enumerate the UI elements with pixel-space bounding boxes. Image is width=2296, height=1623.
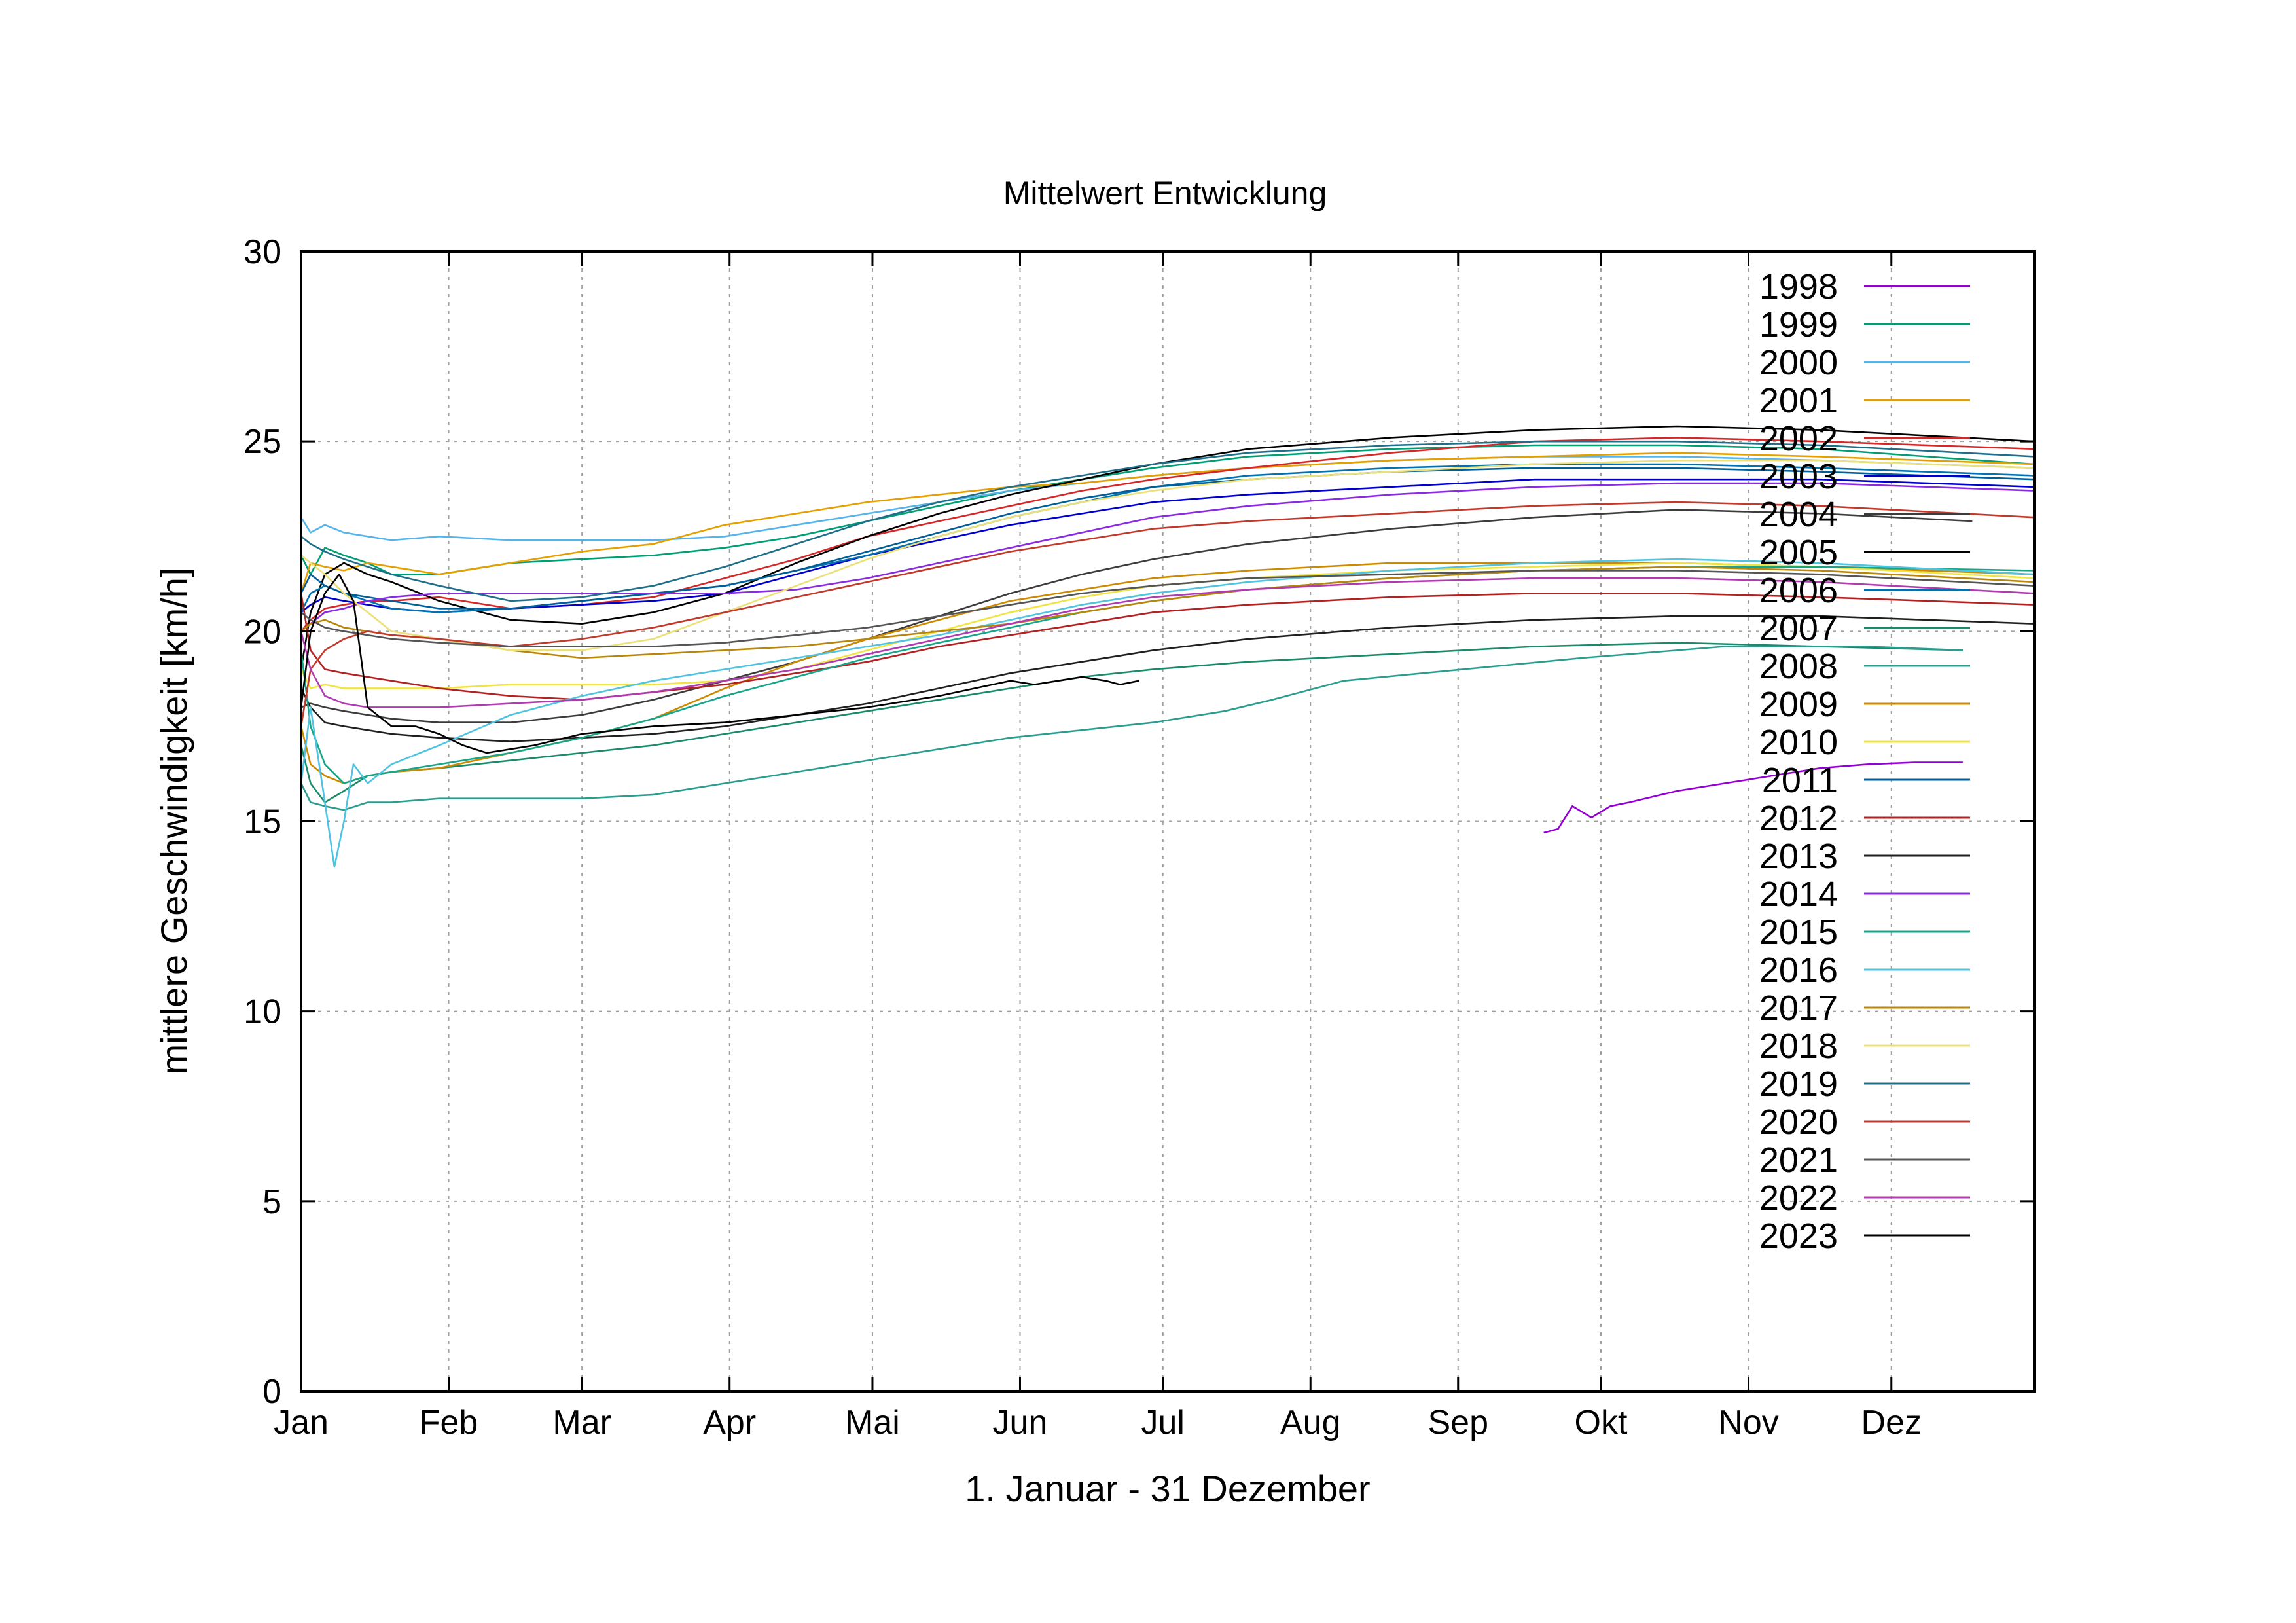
x-tick-label: Sep	[1427, 1404, 1488, 1442]
x-tick-label: Mai	[845, 1404, 900, 1442]
y-tick-label: 15	[243, 803, 281, 841]
x-tick-label: Jul	[1141, 1404, 1184, 1442]
x-tick-label: Aug	[1280, 1404, 1341, 1442]
legend: 1998199920002001200220032004200520062007…	[1759, 267, 1970, 1256]
legend-label-2021: 2021	[1759, 1140, 1838, 1180]
y-tick-label: 30	[243, 233, 281, 271]
chart-title: Mittelwert Entwicklung	[1003, 175, 1327, 211]
legend-label-2007: 2007	[1759, 609, 1838, 648]
legend-label-2018: 2018	[1759, 1027, 1838, 1066]
x-tick-label: Mar	[552, 1404, 611, 1442]
y-axis-label: mittlere Geschwindigkeit [km/h]	[153, 568, 194, 1075]
legend-label-2014: 2014	[1759, 875, 1838, 914]
y-tick-label: 20	[243, 613, 281, 651]
series-line-2018	[300, 459, 2035, 651]
series-line-2014	[300, 482, 2035, 632]
series-line-2012	[300, 592, 2035, 701]
series-line-2011	[300, 467, 2035, 610]
x-tick-label: Jan	[274, 1404, 329, 1442]
legend-label-2011: 2011	[1762, 761, 1838, 800]
x-tick-label: Dez	[1861, 1404, 1922, 1442]
x-tick-label: Jun	[993, 1404, 1048, 1442]
legend-label-2020: 2020	[1759, 1103, 1838, 1142]
y-tick-label: 5	[262, 1183, 281, 1221]
series-line-2002	[300, 437, 2035, 632]
series-line-2007	[300, 642, 1963, 803]
series-line-2001	[300, 452, 2035, 594]
legend-label-1998: 1998	[1759, 267, 1838, 306]
series-line-2016	[300, 558, 2035, 868]
legend-label-2001: 2001	[1759, 381, 1838, 420]
legend-label-2016: 2016	[1759, 951, 1838, 990]
series-group	[300, 425, 2035, 868]
legend-label-2006: 2006	[1759, 571, 1838, 610]
legend-label-2017: 2017	[1759, 989, 1838, 1028]
legend-label-2004: 2004	[1759, 495, 1838, 534]
legend-label-2008: 2008	[1759, 647, 1838, 686]
x-axis-label: 1. Januar - 31 Dezember	[965, 1468, 1370, 1509]
legend-label-2009: 2009	[1759, 685, 1838, 724]
series-line-2005	[300, 425, 2035, 670]
y-tick-label: 0	[262, 1373, 281, 1411]
y-tick-label: 25	[243, 423, 281, 461]
legend-label-2002: 2002	[1759, 419, 1838, 458]
tick-group: 0 5 10 15 20 25 30 Jan Feb Mar Apr Mai Jun Jul Aug Sep O…	[243, 233, 2034, 1442]
series-line-2023	[300, 573, 1139, 754]
series-line-2017	[300, 566, 2035, 659]
series-line-1999	[300, 444, 2035, 575]
x-tick-label: Apr	[703, 1404, 756, 1442]
series-line-2008	[300, 646, 1963, 811]
legend-label-2022: 2022	[1759, 1178, 1838, 1218]
legend-label-2019: 2019	[1759, 1065, 1838, 1104]
legend-label-2015: 2015	[1759, 913, 1838, 952]
grid	[301, 251, 2034, 1391]
x-tick-label: Okt	[1575, 1404, 1628, 1442]
legend-label-2023: 2023	[1759, 1216, 1838, 1256]
series-line-2021	[300, 570, 2035, 647]
legend-label-2000: 2000	[1759, 343, 1838, 382]
x-tick-label: Feb	[420, 1404, 478, 1442]
series-line-2019	[300, 440, 2035, 602]
legend-label-2012: 2012	[1759, 799, 1838, 838]
series-line-1998	[1543, 761, 1963, 834]
legend-label-2003: 2003	[1759, 457, 1838, 496]
legend-label-1999: 1999	[1759, 305, 1838, 344]
legend-label-2010: 2010	[1759, 723, 1838, 762]
y-tick-label: 10	[243, 993, 281, 1031]
legend-label-2005: 2005	[1759, 533, 1838, 572]
series-line-2022	[300, 577, 2035, 708]
x-tick-label: Nov	[1718, 1404, 1778, 1442]
legend-label-2013: 2013	[1759, 837, 1838, 876]
